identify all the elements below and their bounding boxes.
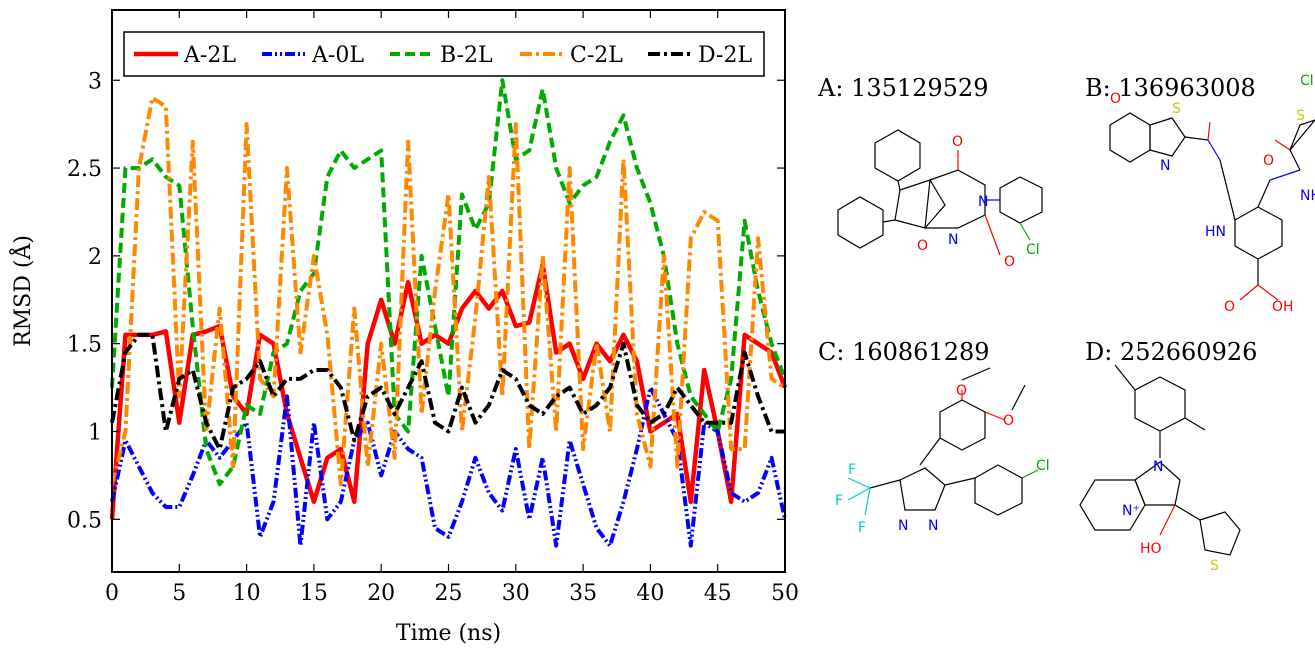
legend-label-b-2l: B-2L <box>440 43 493 68</box>
x-tick-label: 35 <box>569 581 597 606</box>
molecule-c-label: C: 160861289 <box>818 338 990 366</box>
fluorine-atom: F <box>848 462 856 478</box>
legend-label-d-2l: D-2L <box>698 43 752 68</box>
rmsd-line-chart: 0 5 10 15 20 25 30 35 40 45 50 0.5 1 1.5 2 2.5 3 Time (n… <box>8 9 799 646</box>
chlorine-atom: Cl <box>1300 73 1314 89</box>
oxygen-atom: O <box>1004 254 1015 270</box>
y-tick-label: 1 <box>88 421 102 446</box>
y-axis-label: RMSD (Å) <box>8 235 36 347</box>
series-line-b-2l <box>110 78 787 487</box>
series-layer <box>109 78 788 548</box>
sulfur-atom: S <box>1172 101 1181 117</box>
legend-label-a-0l: A-0L <box>311 43 364 68</box>
hydroxyl-atom: HO <box>1140 541 1162 557</box>
x-tick-label: 5 <box>172 581 186 606</box>
series-line-d-2l <box>110 332 785 452</box>
molecule-b-structure <box>1109 112 1315 301</box>
x-tick-label: 25 <box>435 581 463 606</box>
fluorine-atom: F <box>835 493 843 509</box>
x-tick-label: 15 <box>300 581 328 606</box>
amine-atom: HN <box>1205 224 1226 240</box>
chlorine-atom: Cl <box>1036 458 1050 474</box>
nitrogen-atom: N <box>1160 158 1170 174</box>
legend: A-2L A-0L B-2L C-2L D-2L <box>123 31 765 77</box>
molecule-b-label: B: 136963008 <box>1085 74 1256 102</box>
nitrogen-atom: N <box>978 194 988 210</box>
nitrogen-cation-atom: N⁺ <box>1122 503 1140 519</box>
molecule-c-structure <box>847 367 1039 516</box>
hydroxyl-atom: OH <box>1272 299 1294 315</box>
nitrogen-atom: N <box>948 232 958 248</box>
legend-label-a-2l: A-2L <box>183 43 236 68</box>
sulfur-atom: S <box>1210 558 1219 574</box>
ticks-layer: 0 5 10 15 20 25 30 35 40 45 50 0.5 1 1.5 2 2.5 3 <box>67 10 799 606</box>
series-line-a-0l <box>110 385 787 548</box>
molecule-a-structure <box>837 129 1043 256</box>
oxygen-atom: O <box>952 134 963 150</box>
amine-atom: NH <box>1300 188 1315 204</box>
x-tick-label: 40 <box>636 581 664 606</box>
nitrogen-atom: N <box>928 518 938 534</box>
molecule-a-label: A: 135129529 <box>818 74 989 102</box>
oxygen-atom: O <box>956 383 967 399</box>
chlorine-atom: Cl <box>1026 242 1040 258</box>
x-tick-label: 30 <box>502 581 530 606</box>
nitrogen-atom: N <box>898 518 908 534</box>
oxygen-atom: O <box>1003 413 1014 429</box>
series-line-c-2l <box>110 95 787 487</box>
x-tick-label: 10 <box>233 581 261 606</box>
molecule-d-label: D: 252660926 <box>1085 338 1258 366</box>
fluorine-atom: F <box>858 520 866 536</box>
sulfur-atom: S <box>1296 108 1305 124</box>
y-tick-label: 2 <box>88 245 102 270</box>
molecule-d-structure <box>1079 364 1241 556</box>
nitrogen-atom: N <box>1153 459 1163 475</box>
oxygen-atom: O <box>1110 91 1121 107</box>
x-tick-label: 0 <box>105 581 119 606</box>
x-tick-label: 20 <box>367 581 395 606</box>
y-tick-label: 1.5 <box>67 333 102 358</box>
oxygen-atom: O <box>1224 299 1235 315</box>
oxygen-atom: O <box>1263 153 1274 169</box>
y-tick-label: 3 <box>88 69 102 94</box>
y-tick-label: 2.5 <box>67 157 102 182</box>
legend-label-c-2l: C-2L <box>570 43 623 68</box>
y-tick-label: 0.5 <box>67 508 102 533</box>
x-axis-label: Time (ns) <box>396 621 501 646</box>
x-tick-label: 50 <box>771 581 799 606</box>
x-tick-label: 45 <box>704 581 732 606</box>
oxygen-atom: O <box>917 238 928 254</box>
